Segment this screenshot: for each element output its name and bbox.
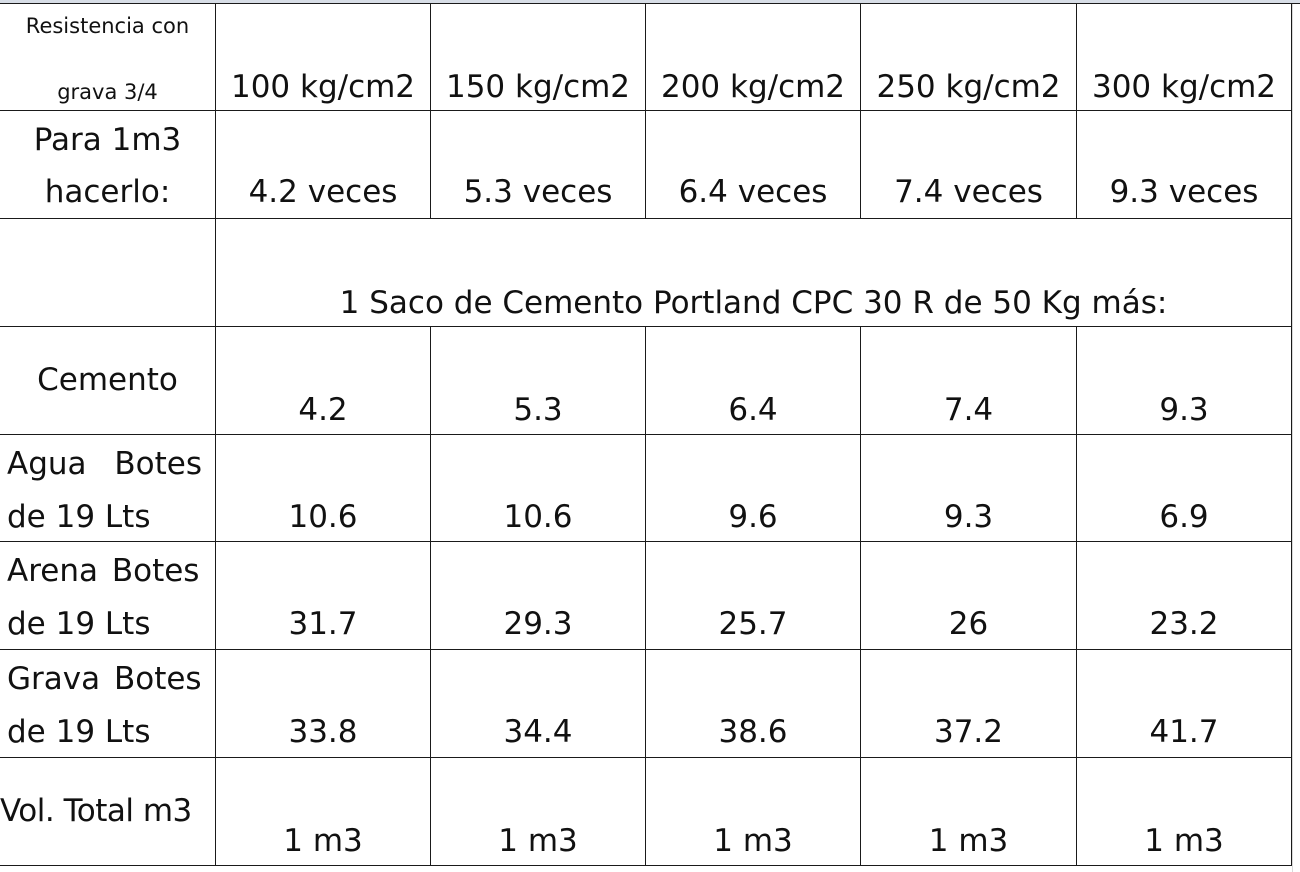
cell-value: 6.4 (728, 392, 778, 428)
row-label-line2: de 19 Lts (7, 714, 151, 750)
row-label-line1: Arena Botes (7, 553, 200, 589)
cell-arena-250[interactable]: 26 (861, 542, 1077, 650)
row-label-agua[interactable]: Agua Botes de 19 Lts (0, 435, 216, 542)
row-label-line1: Grava Botes (7, 661, 202, 697)
header-strength-200[interactable]: 200 kg/cm2 (646, 4, 861, 111)
cell-para-150[interactable]: 5.3 veces (431, 111, 646, 219)
cell-para-100[interactable]: 4.2 veces (216, 111, 431, 219)
row-label-grava[interactable]: Grava Botes de 19 Lts (0, 650, 216, 758)
header-label-cell[interactable]: Resistencia con grava 3/4 (0, 4, 216, 111)
strength-label: 300 kg/cm2 (1091, 69, 1277, 105)
window-top-strip (0, 0, 1300, 4)
cell-value: 37.2 (933, 714, 1004, 750)
cell-value: 34.4 (503, 714, 573, 750)
cell-para-250[interactable]: 7.4 veces (861, 111, 1077, 219)
cell-agua-150[interactable]: 10.6 (431, 435, 646, 542)
cell-value: 9.3 veces (1109, 174, 1259, 210)
cell-arena-100[interactable]: 31.7 (216, 542, 431, 650)
cell-value: 4.2 (298, 392, 348, 428)
header-label-line2: grava 3/4 (57, 80, 158, 104)
row-label-line2: hacerlo: (44, 174, 171, 210)
table-top-border (0, 3, 1300, 4)
cell-cemento-200[interactable]: 6.4 (646, 327, 861, 435)
header-label-line1: Resistencia con (25, 14, 190, 38)
cell-grava-150[interactable]: 34.4 (431, 650, 646, 758)
cell-para-300[interactable]: 9.3 veces (1077, 111, 1292, 219)
cell-arena-200[interactable]: 25.7 (646, 542, 861, 650)
cell-value: 1 m3 (1144, 823, 1224, 859)
row-label-line2: de 19 Lts (7, 499, 151, 535)
cell-value: 10.6 (503, 499, 573, 535)
cell-value: 10.6 (288, 499, 358, 535)
cell-value: 41.7 (1149, 714, 1219, 750)
row-label-arena[interactable]: Arena Botes de 19 Lts (0, 542, 216, 650)
row-label: Vol. Total m3 (0, 793, 192, 829)
header-strength-250[interactable]: 250 kg/cm2 (861, 4, 1077, 111)
cell-cemento-250[interactable]: 7.4 (861, 327, 1077, 435)
cell-value: 25.7 (718, 606, 788, 642)
cell-volumen-200[interactable]: 1 m3 (646, 758, 861, 866)
cell-value: 6.9 (1159, 499, 1209, 535)
cell-agua-250[interactable]: 9.3 (861, 435, 1077, 542)
cell-value: 7.4 veces (894, 174, 1043, 210)
cell-value: 9.6 (728, 499, 778, 535)
header-strength-300[interactable]: 300 kg/cm2 (1077, 4, 1292, 111)
cell-value: 1 m3 (498, 823, 578, 859)
cell-value: 31.7 (288, 606, 358, 642)
row-label: Cemento (37, 362, 178, 398)
row-label-line2: de 19 Lts (7, 606, 151, 642)
cell-agua-200[interactable]: 9.6 (646, 435, 861, 542)
cell-cemento-300[interactable]: 9.3 (1077, 327, 1292, 435)
cell-value: 7.4 (943, 392, 994, 428)
cell-value: 38.6 (718, 714, 788, 750)
cell-arena-150[interactable]: 29.3 (431, 542, 646, 650)
cell-value: 1 m3 (713, 823, 793, 859)
merged-note-cell[interactable]: 1 Saco de Cemento Portland CPC 30 R de 5… (216, 219, 1292, 327)
cell-value: 26 (948, 606, 989, 642)
cell-value: 23.2 (1149, 606, 1219, 642)
strength-label: 100 kg/cm2 (230, 69, 416, 105)
cell-cemento-100[interactable]: 4.2 (216, 327, 431, 435)
cell-value: 5.3 (513, 392, 563, 428)
cell-grava-250[interactable]: 37.2 (861, 650, 1077, 758)
cell-volumen-300[interactable]: 1 m3 (1077, 758, 1292, 866)
strength-label: 150 kg/cm2 (445, 69, 631, 105)
cell-agua-100[interactable]: 10.6 (216, 435, 431, 542)
cell-value: 29.3 (503, 606, 573, 642)
cell-value: 1 m3 (283, 823, 363, 859)
row-label-volumen[interactable]: Vol. Total m3 (0, 758, 216, 866)
cell-value: 9.3 (943, 499, 994, 535)
sheet-gridline-edge (1292, 4, 1300, 872)
cell-grava-100[interactable]: 33.8 (216, 650, 431, 758)
cell-volumen-100[interactable]: 1 m3 (216, 758, 431, 866)
cell-value: 6.4 veces (678, 174, 828, 210)
cell-volumen-150[interactable]: 1 m3 (431, 758, 646, 866)
row-label-line1: Agua Botes (7, 446, 202, 482)
cell-cemento-150[interactable]: 5.3 (431, 327, 646, 435)
strength-label: 250 kg/cm2 (876, 69, 1061, 105)
row-label-line1: Para 1m3 (33, 122, 182, 158)
cell-value: 4.2 veces (248, 174, 398, 210)
cell-arena-300[interactable]: 23.2 (1077, 542, 1292, 650)
header-strength-100[interactable]: 100 kg/cm2 (216, 4, 431, 111)
cell-value: 33.8 (288, 714, 358, 750)
cell-agua-300[interactable]: 6.9 (1077, 435, 1292, 542)
cell-value: 9.3 (1159, 392, 1209, 428)
strength-label: 200 kg/cm2 (660, 69, 846, 105)
cell-grava-200[interactable]: 38.6 (646, 650, 861, 758)
cell-volumen-250[interactable]: 1 m3 (861, 758, 1077, 866)
row-label-cemento[interactable]: Cemento (0, 327, 216, 435)
row-label-empty[interactable] (0, 219, 216, 327)
cell-value: 1 m3 (928, 823, 1009, 859)
cell-grava-300[interactable]: 41.7 (1077, 650, 1292, 758)
cell-value: 5.3 veces (463, 174, 613, 210)
cell-para-200[interactable]: 6.4 veces (646, 111, 861, 219)
row-label-para[interactable]: Para 1m3 hacerlo: (0, 111, 216, 219)
header-strength-150[interactable]: 150 kg/cm2 (431, 4, 646, 111)
merged-note-text: 1 Saco de Cemento Portland CPC 30 R de 5… (339, 285, 1168, 321)
